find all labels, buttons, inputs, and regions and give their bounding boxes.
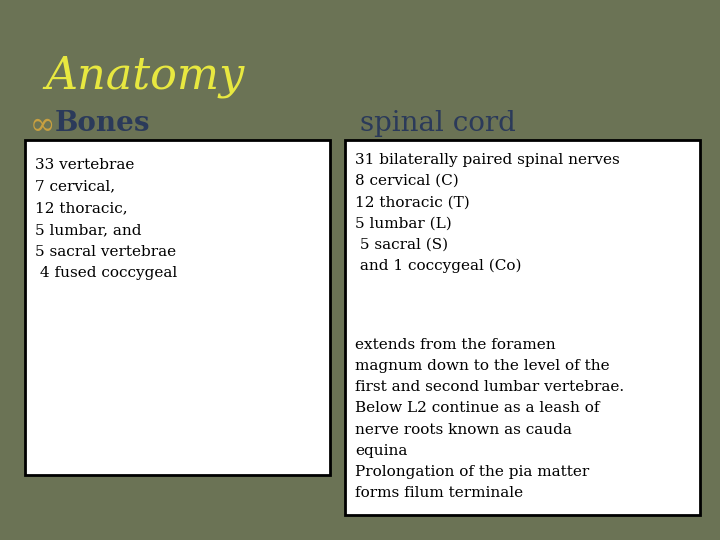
Bar bbox=[25, 140, 330, 475]
Bar bbox=[345, 140, 700, 515]
Text: ∞: ∞ bbox=[30, 110, 55, 141]
Text: Anatomy: Anatomy bbox=[45, 55, 244, 98]
Text: spinal cord: spinal cord bbox=[360, 110, 516, 137]
Text: 33 vertebrae
7 cervical,
12 thoracic,
5 lumbar, and
5 sacral vertebrae
 4 fused : 33 vertebrae 7 cervical, 12 thoracic, 5 … bbox=[35, 158, 177, 280]
Text: 31 bilaterally paired spinal nerves
8 cervical (C)
12 thoracic (T)
5 lumbar (L)
: 31 bilaterally paired spinal nerves 8 ce… bbox=[355, 153, 620, 273]
Text: Bones: Bones bbox=[55, 110, 150, 137]
Text: extends from the foramen
magnum down to the level of the
first and second lumbar: extends from the foramen magnum down to … bbox=[355, 338, 624, 500]
